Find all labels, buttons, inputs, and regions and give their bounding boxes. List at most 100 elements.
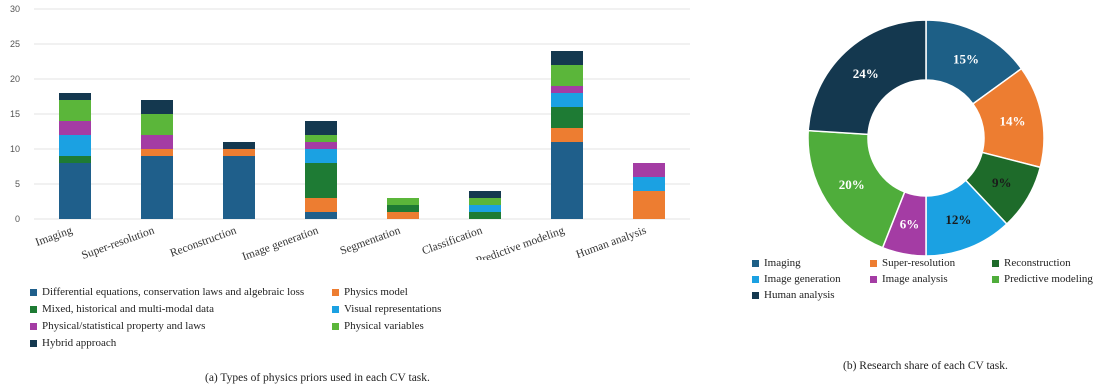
legend-swatch — [752, 259, 759, 267]
bar-segment-imaging-physical-variables — [59, 100, 91, 121]
donut-chart-caption: (b) Research share of each CV task. — [843, 360, 1008, 372]
legend-swatch — [30, 339, 37, 347]
bar-segment-predictive-modeling-mixed-historical-and-mul — [551, 107, 583, 128]
y-tick-labels: 0 5 10 15 20 25 30 — [10, 4, 20, 224]
bar-segment-segmentation-mixed-historical-and-mul — [387, 205, 419, 212]
bar-segment-imaging-differential-equations-c — [59, 163, 91, 219]
legend-swatch — [332, 305, 339, 313]
bar-segment-super-resolution-physical-statistical-pro — [141, 135, 173, 149]
donut-slice-human-analysis — [807, 19, 927, 136]
legend-label: Physical/statistical property and laws — [42, 320, 206, 332]
donut-slices — [807, 19, 1045, 257]
legend-label: Imaging — [764, 257, 801, 269]
y-tick-label: 5 — [15, 179, 20, 189]
legend-item: Image generation — [752, 270, 841, 288]
bar-segment-predictive-modeling-hybrid-approach — [551, 51, 583, 65]
legend-label: Hybrid approach — [42, 337, 117, 349]
stacked-bar-chart: 0 5 10 15 20 25 30 Imaging Super-resolution Reco… — [10, 4, 690, 260]
legend-swatch — [30, 288, 37, 296]
bar-segment-super-resolution-hybrid-approach — [141, 100, 173, 114]
bar-segment-reconstruction-physics-model — [223, 149, 255, 156]
legend-item: Human analysis — [752, 286, 835, 304]
bar-segment-classification-physical-variables — [469, 198, 501, 205]
x-category-labels: Imaging Super-resolution Reconstruction Ima… — [34, 224, 649, 260]
x-category-label: Human analysis — [575, 224, 649, 260]
bar-segment-image-generation-physical-statistical-pro — [305, 142, 337, 149]
legend-label: Reconstruction — [1004, 257, 1071, 269]
x-category-label: Super-resolution — [80, 224, 156, 260]
bar-segment-classification-visual-representations — [469, 205, 501, 212]
donut-slice-label: 20% — [839, 177, 865, 192]
bar-segment-super-resolution-physical-variables — [141, 114, 173, 135]
donut-chart: 15% 14% 9% 12% 6% 20% 24% — [807, 19, 1045, 257]
legend-item: Predictive modeling — [992, 270, 1093, 288]
x-category-label: Classification — [420, 224, 484, 257]
y-tick-label: 20 — [10, 74, 20, 84]
bar-segment-human-analysis-visual-representations — [633, 177, 665, 191]
legend-item: Mixed, historical and multi-modal data — [30, 300, 214, 318]
bar-segment-predictive-modeling-visual-representations — [551, 93, 583, 107]
x-category-label: Imaging — [34, 224, 74, 248]
legend-item: Hybrid approach — [30, 334, 116, 352]
bar-segment-reconstruction-hybrid-approach — [223, 142, 255, 149]
donut-slice-label: 9% — [992, 175, 1012, 190]
legend-item: Physical/statistical property and laws — [30, 317, 205, 335]
legend-label: Physical variables — [344, 320, 424, 332]
bar-segment-predictive-modeling-differential-equations-c — [551, 142, 583, 219]
legend-swatch — [332, 288, 339, 296]
donut-slice-label: 14% — [999, 114, 1025, 129]
bar-segment-image-generation-visual-representations — [305, 149, 337, 163]
y-tick-label: 0 — [15, 214, 20, 224]
legend-item: Imaging — [752, 254, 801, 272]
legend-swatch — [992, 275, 999, 283]
legend-label: Differential equations, conservation law… — [42, 286, 305, 298]
bar-segment-imaging-hybrid-approach — [59, 93, 91, 100]
donut-slice-label: 24% — [853, 66, 879, 81]
legend-item: Visual representations — [332, 300, 441, 318]
legend-swatch — [870, 275, 877, 283]
legend-label: Physics model — [344, 286, 408, 298]
legend-swatch — [870, 259, 877, 267]
legend-item: Super-resolution — [870, 254, 955, 272]
legend-label: Predictive modeling — [1004, 273, 1093, 285]
legend-label: Visual representations — [344, 303, 442, 315]
legend-item: Differential equations, conservation law… — [30, 283, 304, 301]
donut-slice-labels: 15% 14% 9% 12% 6% 20% 24% — [839, 52, 1026, 232]
bar-segment-segmentation-physical-variables — [387, 198, 419, 205]
x-category-label: Segmentation — [338, 224, 402, 257]
donut-slice-predictive-modeling — [807, 129, 906, 249]
bar-segment-predictive-modeling-physical-statistical-pro — [551, 86, 583, 93]
donut-slice-label: 6% — [900, 216, 920, 231]
legend-item: Physics model — [332, 283, 408, 301]
bar-segment-human-analysis-physical-statistical-pro — [633, 163, 665, 177]
legend-label: Super-resolution — [882, 257, 956, 269]
bar-segment-image-generation-hybrid-approach — [305, 121, 337, 135]
y-tick-label: 15 — [10, 109, 20, 119]
y-tick-label: 25 — [10, 39, 20, 49]
bar-segment-image-generation-mixed-historical-and-mul — [305, 163, 337, 198]
legend-label: Image analysis — [882, 273, 948, 285]
bar-segment-image-generation-physics-model — [305, 198, 337, 212]
legend-label: Human analysis — [764, 289, 835, 301]
bar-segment-imaging-visual-representations — [59, 135, 91, 156]
donut-slice-label: 15% — [953, 52, 979, 67]
bar-segment-segmentation-physics-model — [387, 212, 419, 219]
bar-segment-image-generation-differential-equations-c — [305, 212, 337, 219]
legend-swatch — [30, 322, 37, 330]
legend-item: Reconstruction — [992, 254, 1071, 272]
legend-label: Image generation — [764, 273, 841, 285]
bar-segments — [59, 51, 665, 219]
bar-segment-image-generation-physical-variables — [305, 135, 337, 142]
legend-swatch — [30, 305, 37, 313]
bar-segment-predictive-modeling-physical-variables — [551, 65, 583, 86]
bar-segment-imaging-physical-statistical-pro — [59, 121, 91, 135]
bar-segment-predictive-modeling-physics-model — [551, 128, 583, 142]
donut-slice-label: 12% — [945, 212, 971, 227]
y-tick-label: 10 — [10, 144, 20, 154]
y-tick-label: 30 — [10, 4, 20, 14]
legend-swatch — [752, 291, 759, 299]
bar-segment-reconstruction-differential-equations-c — [223, 156, 255, 219]
x-category-label: Reconstruction — [168, 224, 238, 259]
bar-chart-caption: (a) Types of physics priors used in each… — [205, 372, 430, 384]
y-gridlines — [34, 8, 690, 220]
